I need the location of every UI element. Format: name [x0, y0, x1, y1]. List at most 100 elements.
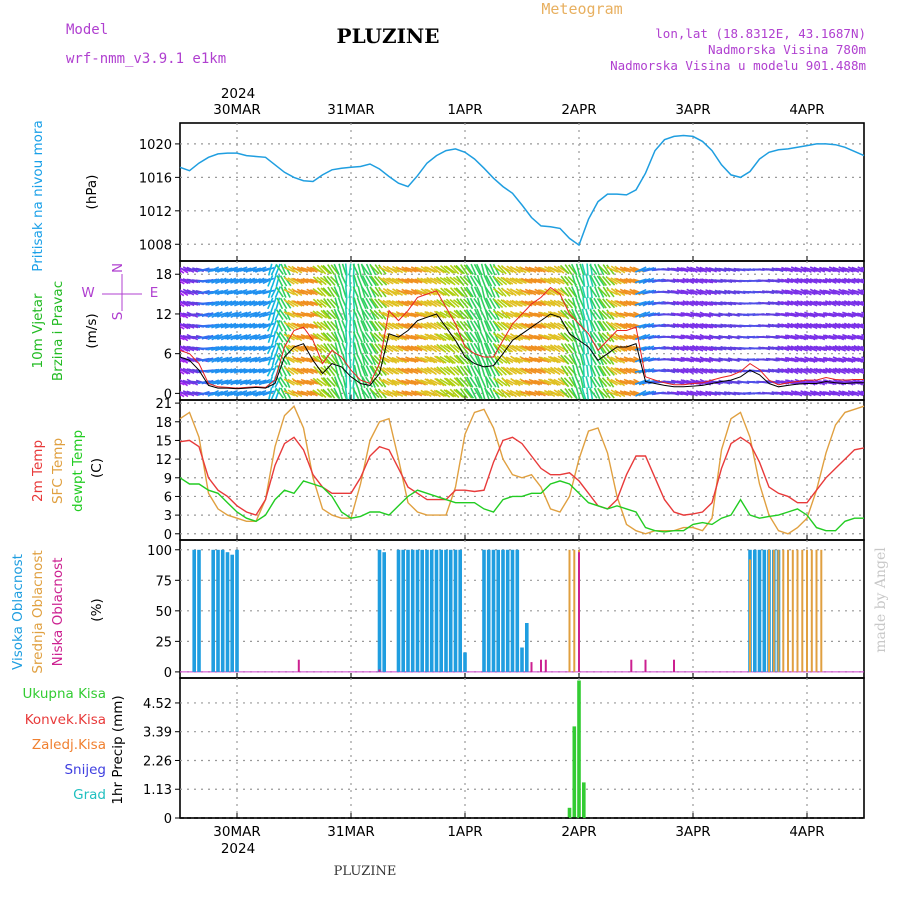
wind-arrow: [270, 263, 278, 276]
wind-arrow: [695, 345, 708, 352]
wind-arrow: [610, 344, 622, 353]
wind-arrow: [488, 297, 497, 309]
wind-arrow: [505, 311, 518, 318]
wind-arrow: [416, 266, 429, 273]
wind-arrow: [790, 367, 803, 374]
wind-arrow: [568, 376, 577, 388]
wind-arrow: [456, 365, 465, 377]
wind-arrow: [226, 368, 239, 373]
wind-arrow: [466, 275, 474, 287]
wind-arrow: [582, 274, 586, 287]
cloud-side-label-2: Srednja Oblacnost: [30, 550, 46, 673]
wind-arrow: [682, 344, 694, 352]
wind-arrow: [345, 274, 348, 287]
wind-arrow: [180, 367, 191, 375]
wind-arrow: [262, 380, 275, 385]
wind-arrow: [589, 297, 594, 310]
wind-arrow: [682, 277, 695, 284]
wind-arrow: [572, 342, 577, 355]
wind-arrow: [275, 388, 285, 399]
wind-arrow: [781, 266, 793, 273]
wind-arrow: [283, 299, 295, 308]
wind-arrow: [378, 299, 390, 308]
wind-arrow: [634, 288, 647, 296]
wind-arrow: [676, 289, 689, 296]
wind-arrow: [287, 378, 299, 386]
wind-arrow: [515, 334, 527, 340]
wind-arrow: [267, 274, 274, 287]
wind-arrow: [860, 278, 864, 281]
wind-arrow: [361, 354, 369, 366]
wind-arrow: [445, 265, 457, 274]
wind-arrow: [436, 366, 447, 376]
wind-arrow: [344, 319, 348, 332]
wind-arrow: [579, 353, 585, 366]
wind-arrow: [322, 354, 332, 365]
wind-arrow: [585, 376, 590, 389]
wind-arrow: [511, 390, 524, 396]
sfc-temp-line: [179, 404, 865, 535]
wind-arrow: [500, 321, 512, 331]
wind-arrow: [787, 367, 799, 375]
wind-arrow: [861, 311, 864, 315]
wind-arrow: [534, 345, 546, 352]
wind-arrow: [853, 356, 864, 363]
wind-arrow: [420, 277, 432, 285]
wind-arrow: [475, 263, 483, 276]
wind-arrow: [549, 299, 561, 308]
wind-arrow: [334, 274, 340, 287]
wind-arrow: [406, 379, 419, 385]
wind-arrow: [511, 311, 524, 318]
wind-arrow: [634, 278, 647, 284]
low-cloud-bar: [530, 662, 533, 672]
wind-arrow: [449, 355, 460, 364]
wind-arrow: [320, 265, 331, 275]
wind-arrow: [861, 378, 864, 382]
wind-arrow: [296, 288, 309, 296]
wind-arrow: [691, 334, 704, 340]
wind-arrow: [593, 297, 601, 309]
wind-arrow: [416, 344, 428, 353]
wind-arrow: [391, 356, 404, 363]
wind-arrow: [589, 354, 597, 366]
wind-arrow: [465, 286, 474, 298]
wind-arrow: [406, 334, 419, 340]
wind-arrow: [786, 322, 799, 330]
wind-arrow: [579, 387, 585, 400]
wind-arrow: [682, 312, 695, 318]
wind-arrow: [786, 277, 799, 284]
wind-arrow: [258, 368, 271, 374]
top-day-label: 4APR: [789, 102, 824, 118]
wind-arrow: [847, 334, 860, 340]
wind-arrow: [216, 300, 229, 306]
wind-arrow: [476, 274, 482, 287]
wind-arrow: [502, 311, 514, 319]
wind-arrow: [239, 267, 252, 272]
wind-arrow: [316, 310, 328, 319]
wind-arrow: [230, 345, 243, 351]
wind-arrow: [230, 267, 243, 272]
wind-arrow: [484, 309, 493, 321]
wind-arrow: [330, 376, 339, 388]
wind-arrow: [470, 387, 477, 400]
wind-arrow: [430, 265, 441, 274]
wind-arrow: [455, 354, 465, 365]
wind-arrow: [365, 275, 373, 287]
wind-arrow: [258, 277, 271, 284]
low-cloud-bar: [630, 659, 633, 672]
wind-arrow: [449, 366, 460, 376]
wind-arrow: [477, 364, 482, 377]
high-cloud-bar: [225, 552, 230, 672]
wind-arrow: [474, 331, 481, 343]
low-cloud-bar: [544, 659, 547, 672]
wind-arrow: [382, 299, 394, 308]
wind-arrow: [275, 264, 284, 275]
wind-arrow: [483, 297, 491, 310]
high-cloud-bar: [410, 549, 415, 672]
wind-arrow: [453, 388, 464, 398]
wind-arrow: [506, 389, 517, 398]
wind-arrow: [249, 311, 261, 319]
wind-arrow: [245, 300, 258, 306]
wind-arrow: [426, 344, 438, 353]
wind-arrow: [445, 287, 457, 297]
